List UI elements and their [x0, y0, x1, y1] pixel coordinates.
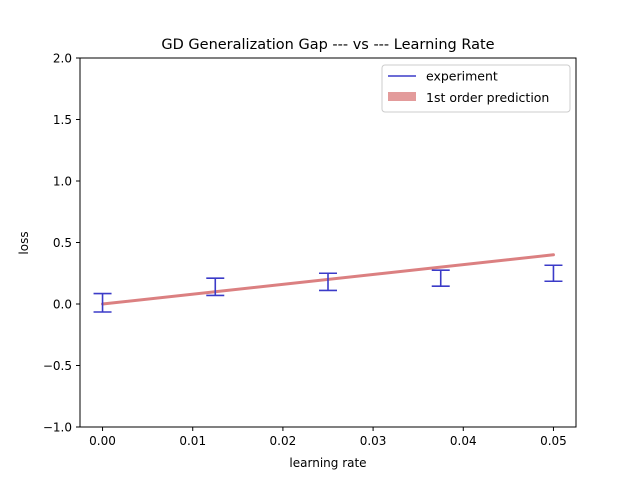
x-tick-label: 0.01 — [179, 434, 206, 448]
plot-area — [93, 253, 563, 313]
x-axis-label: learning rate — [289, 456, 366, 470]
experiment-errorbar — [319, 272, 337, 292]
y-axis-ticks: −1.0 −0.5 0.0 0.5 1.0 1.5 2.0 — [43, 52, 80, 435]
experiment-errorbar — [431, 269, 450, 287]
x-tick-label: 0.00 — [89, 434, 116, 448]
y-tick-label: 0.0 — [53, 298, 72, 312]
plot-frame — [79, 57, 577, 428]
x-tick-label: 0.04 — [450, 434, 477, 448]
y-tick-label: 2.0 — [53, 52, 72, 66]
x-axis-ticks: 0.00 0.01 0.02 0.03 0.04 0.05 — [89, 427, 567, 448]
x-tick-label: 0.05 — [540, 434, 567, 448]
experiment-errorbar — [206, 277, 225, 297]
legend-marker-1st-order-prediction — [388, 92, 416, 101]
y-tick-label: −0.5 — [43, 359, 72, 373]
legend-label-1st-order-prediction: 1st order prediction — [426, 90, 549, 105]
y-tick-label: −1.0 — [43, 421, 72, 435]
chart-title: GD Generalization Gap --- vs --- Learnin… — [161, 37, 494, 53]
legend: experiment 1st order prediction — [381, 64, 571, 113]
y-tick-label: 1.5 — [53, 113, 72, 127]
y-tick-label: 1.0 — [53, 175, 72, 189]
y-tick-label: 0.5 — [53, 236, 72, 250]
x-tick-label: 0.02 — [270, 434, 297, 448]
legend-box — [381, 64, 571, 113]
x-tick-label: 0.03 — [360, 434, 387, 448]
experiment-errorbar — [93, 292, 112, 313]
legend-label-experiment: experiment — [426, 69, 498, 84]
experiment-errorbar — [544, 264, 563, 283]
y-axis-label: loss — [17, 231, 31, 254]
